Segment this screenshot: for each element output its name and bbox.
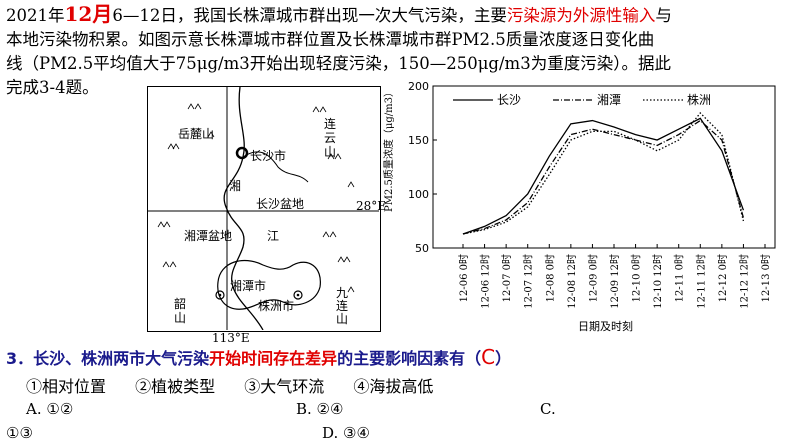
x-tick-label: 12-08 0时: [544, 254, 556, 302]
chart-legend: 长沙 湘潭 株洲: [453, 92, 711, 107]
label-longitude: 113°E: [212, 331, 250, 345]
x-tick-label: 12-11 12时: [695, 254, 707, 309]
x-tick-label: 12-12 0时: [717, 254, 729, 302]
intro-line-2: 本地污染物积累。如图示意长株潭城市群位置及长株潭城市群PM2.5质量浓度逐日变化…: [6, 30, 655, 49]
choice-4: ④海拔高低: [353, 377, 434, 396]
label-lianyun: 连云山: [324, 117, 337, 159]
y-axis-label: PM2.5质量浓度（μg/m3）: [382, 87, 395, 212]
label-xiangtan-basin: 湘潭盆地: [184, 229, 233, 243]
series-lines: [462, 112, 745, 235]
option-a[interactable]: A. ①②: [26, 400, 74, 418]
series-line-0: [462, 117, 745, 235]
y-axis: 50 100 150 200: [408, 82, 437, 255]
choice-3: ③大气环流: [244, 377, 325, 396]
answer-mark: C: [481, 345, 496, 369]
legend-label-0: 长沙: [497, 93, 521, 107]
series-line-1: [462, 119, 745, 235]
label-yuelu: 岳麓山: [178, 127, 215, 141]
map-lines: [148, 87, 379, 330]
y-tick-label: 150: [408, 134, 429, 147]
mountain-icons: [157, 103, 355, 293]
x-tick-label: 12-07 12时: [523, 254, 535, 309]
choice-2: ②植被类型: [135, 377, 216, 396]
intro-line-1: 2021年12月6—12日，我国长株潭城市群出现一次大气污染，主要污染源为外源性…: [6, 2, 672, 26]
x-axis-label: 日期及时刻: [578, 319, 633, 333]
x-tick-label: 12-06 12时: [480, 254, 492, 309]
x-tick-label: 12-09 0时: [587, 254, 599, 302]
x-tick-label: 12-06 0时: [458, 254, 470, 302]
label-xiang: 湘: [229, 179, 242, 193]
label-shaoshan: 韶山: [174, 297, 187, 325]
option-c[interactable]: C.: [540, 400, 556, 418]
x-tick-label: 12-12 12时: [738, 254, 750, 309]
y-tick-label: 100: [408, 188, 429, 201]
y-tick-label: 50: [415, 242, 429, 255]
x-tick-label: 12-08 12时: [566, 254, 578, 309]
choice-1: ①相对位置: [26, 377, 107, 396]
legend-label-2: 株洲: [687, 92, 711, 107]
plot-frame: [432, 85, 776, 249]
x-tick-label: 12-10 0时: [631, 254, 643, 302]
legend-label-1: 湘潭: [597, 92, 621, 107]
intro-line-3: 线（PM2.5平均值大于75μg/m3开始出现轻度污染，150—250μg/m3…: [6, 54, 671, 73]
choices-row: ①相对位置 ②植被类型 ③大气环流 ④海拔高低: [26, 373, 433, 397]
highlight-month: 12月: [64, 2, 113, 26]
option-c-content: ①③: [6, 424, 33, 442]
location-map: 岳麓山 连云山 长沙市 湘 长沙盆地 湘潭盆地 江 湘潭市 株洲市 韶山 九连山: [147, 86, 381, 332]
series-line-2: [462, 112, 745, 235]
question-3: 3．长沙、株洲两市大气污染开始时间存在差异的主要影响因素有（C）: [6, 345, 512, 369]
label-changsha-city: 长沙市: [250, 149, 287, 163]
intro-line-4: 完成3-4题。: [6, 78, 99, 97]
x-tick-label: 12-10 12时: [652, 254, 664, 309]
label-changsha-basin: 长沙盆地: [256, 197, 305, 211]
x-axis: 12-06 0时 12-06 12时 12-07 0时 12-07 12时 12-08 …: [458, 244, 772, 309]
option-d[interactable]: D. ③④: [322, 424, 370, 442]
label-jiulian: 九连山: [336, 286, 349, 326]
intro-paragraph: 2021年12月6—12日，我国长株潭城市群出现一次大气污染，主要污染源为外源性…: [6, 2, 790, 100]
label-jiang: 江: [267, 229, 280, 243]
x-tick-label: 12-09 12时: [609, 254, 621, 309]
highlight-source: 污染源为外源性输入: [506, 6, 656, 25]
option-b[interactable]: B. ②④: [296, 400, 344, 418]
x-tick-label: 12-11 0时: [674, 254, 686, 302]
label-zhuzhou-city: 株洲市: [258, 299, 295, 313]
label-latitude: 28°E: [356, 199, 387, 213]
y-tick-label: 200: [408, 82, 429, 93]
label-xiangtan-city: 湘潭市: [230, 279, 267, 293]
x-tick-label: 12-13 0时: [760, 254, 772, 302]
x-tick-label: 12-07 0时: [501, 254, 513, 302]
